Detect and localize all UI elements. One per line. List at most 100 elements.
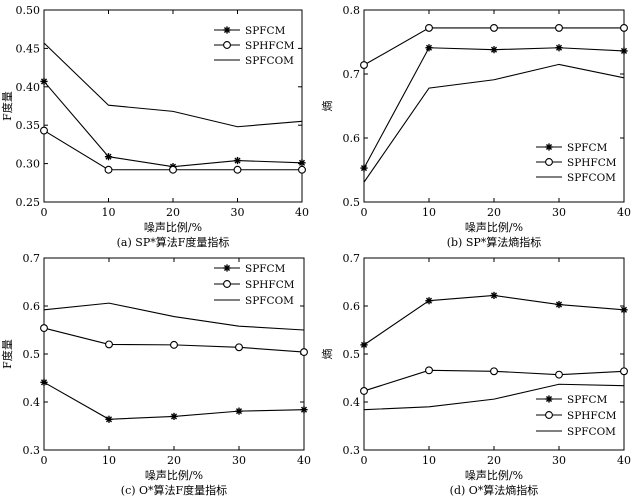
x-tick-label: 30 [231,206,245,219]
data-point-star-stroke [620,47,628,55]
legend-circle-icon [545,158,553,166]
y-tick-label: 0.7 [343,252,361,265]
series-sphfcm [40,126,306,174]
y-tick-label: 0.45 [16,42,41,55]
chart-panel-b: 0 10 20 30 40 0.5 0.6 0.7 0.8 噪声比例/% 熵 (b) SP*算法熵指标… [320,4,631,249]
legend-item-spfcm: SPFCM [214,263,286,275]
legend-label: SPFCOM [245,295,294,307]
legend-label: SPFCOM [567,426,616,438]
x-tick-label: 20 [487,206,501,219]
legend-star-icon-stroke [223,26,231,34]
x-tick-label: 30 [232,454,246,467]
data-point-star [360,164,368,172]
y-tick-label: 0.5 [343,348,361,361]
legend-item-sphfcm: SPHFCM [214,40,295,52]
data-point-star-stroke [105,416,113,423]
data-point-star-stroke [298,159,306,166]
legend-label: SPFCM [245,25,286,37]
data-point-star-stroke [360,341,368,348]
data-point-star-stroke [490,46,498,53]
data-point-star [360,341,368,349]
x-tick-label: 20 [487,454,501,467]
data-point-star [425,297,433,305]
y-tick-label: 0.6 [343,132,361,145]
data-point-circle [425,366,433,375]
data-point-star [233,156,242,165]
legend-star-icon [223,264,231,272]
chart-caption: (b) SP*算法熵指标 [447,235,542,249]
data-point-star-stroke [40,379,48,386]
y-tick-label: 0.6 [23,300,41,313]
data-point-circle [169,165,177,174]
data-point-star [555,44,563,52]
chart-panel-a: 0 10 20 30 40 0.25 0.30 0.35 0.40 0.45 0.50 噪声比例/% F… [0,4,309,249]
series-spfcom [363,63,625,183]
data-point-star [490,46,498,54]
x-tick-label: 30 [552,454,566,467]
y-tick-label: 0.4 [343,396,361,409]
data-point-circle [105,340,113,349]
legend-label: SPFCOM [245,55,294,67]
data-point-star-stroke [490,292,498,299]
legend-star-icon-stroke [545,143,553,151]
x-axis-label: 噪声比例/% [465,468,523,482]
legend-circle-icon [545,411,553,419]
y-tick-label: 0.7 [23,252,41,265]
data-point-star-stroke [234,157,241,164]
y-axis-label: F度量 [0,91,14,121]
chart-panel-c: 0 10 20 30 40 0.3 0.4 0.5 0.6 0.7 噪声比例/% F度量 (c) O*算… [0,252,311,497]
y-tick-label: 0.35 [16,119,41,132]
data-point-star-stroke [40,78,48,85]
legend-label: SPFCM [567,394,608,406]
y-tick-label: 0.3 [343,444,361,457]
x-tick-label: 30 [552,206,566,219]
series-line-spfcom [363,383,625,411]
x-tick-label: 20 [166,206,180,219]
y-tick-label: 0.50 [16,4,41,17]
data-point-circle [620,367,628,376]
y-axis-label: F度量 [0,339,14,369]
x-tick-label: 10 [422,454,436,467]
legend-star-icon [223,26,231,34]
y-tick-label: 0.8 [343,4,361,17]
data-point-circle [300,348,308,357]
series-spfcm [40,378,308,423]
legend-item-spfcm: SPFCM [214,25,286,37]
x-tick-label: 40 [617,206,631,219]
series-spfcom [363,383,625,411]
chart-caption: (a) SP*算法F度量指标 [117,235,230,249]
data-point-star [235,407,243,415]
data-point-circle [555,370,563,379]
legend-label: SPHFCM [567,157,617,169]
data-point-star [425,44,433,52]
y-axis-label: 熵 [320,349,334,360]
x-tick-label: 10 [102,454,116,467]
x-tick-label: 10 [422,206,436,219]
data-point-circle [555,23,563,32]
legend-item-sphfcm: SPHFCM [536,410,617,422]
x-tick-label: 10 [102,206,116,219]
series-line-spfcom [43,302,305,331]
data-point-circle [104,165,113,174]
data-point-star [620,47,628,55]
data-point-circle [490,367,498,376]
series-line-spfcom [43,42,303,128]
data-point-star [555,300,563,309]
data-point-star-stroke [425,297,433,304]
data-point-star [620,306,628,314]
data-point-circle [233,165,242,174]
legend-star-icon [545,143,553,151]
data-point-circle [235,343,243,352]
legend-item-sphfcm: SPHFCM [536,157,617,169]
data-point-circle [298,165,306,174]
y-tick-label: 0.3 [23,444,41,457]
data-point-circle [360,387,368,395]
x-tick-label: 0 [361,454,368,467]
data-point-circle [425,23,433,32]
legend-label: SPFCM [567,142,608,154]
data-point-star-stroke [235,408,243,415]
chart-caption: (d) O*算法熵指标 [450,483,539,497]
series-sphfcm [360,366,628,395]
y-tick-label: 0.30 [16,158,41,171]
